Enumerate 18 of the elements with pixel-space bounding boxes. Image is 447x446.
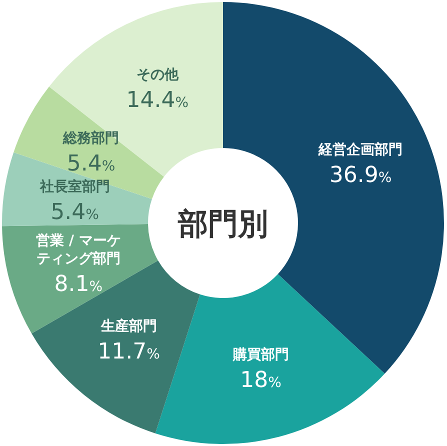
data-label: 14.4% xyxy=(126,88,189,114)
data-label: 11.7% xyxy=(98,340,160,365)
data-label: 36.9% xyxy=(329,163,392,188)
data-label: 5.4% xyxy=(50,200,99,225)
data-label: 18% xyxy=(240,368,282,394)
donut-slice xyxy=(2,224,158,334)
data-label: 5.4% xyxy=(66,152,116,177)
donut-slice xyxy=(49,2,223,177)
slice-label: 購買部門 xyxy=(232,346,289,364)
text: 部門別 xyxy=(177,207,268,242)
slice-label: 社長室部門 xyxy=(38,178,110,195)
slice-label: 生産部門 xyxy=(100,318,157,335)
slice-label: その他 xyxy=(136,67,180,84)
slice-label: 営業 / マーケティング部門 xyxy=(36,232,121,267)
donut-slice xyxy=(2,152,152,226)
slice-label: 経営企画部門 xyxy=(318,141,403,158)
data-label: 8.1% xyxy=(54,272,103,297)
slice-label: 総務部門 xyxy=(62,130,120,147)
